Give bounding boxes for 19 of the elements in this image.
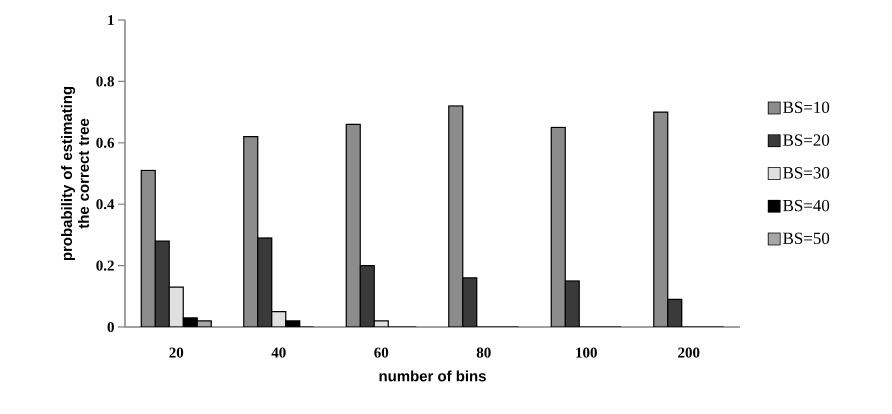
x-tick-label: 20 xyxy=(169,348,184,358)
x-tick-label: 100 xyxy=(576,348,597,358)
legend-label: BS=20 xyxy=(783,134,830,146)
x-axis-title: number of bins xyxy=(380,370,486,382)
x-tick-label: 60 xyxy=(374,348,388,358)
y-tick-label: 0.2 xyxy=(96,260,114,271)
y-tick-label: 0 xyxy=(108,322,114,332)
y-tick-label: 0.6 xyxy=(96,138,114,148)
y-tick-label: 0.4 xyxy=(96,199,114,210)
y-tick-label: 1 xyxy=(108,15,114,25)
legend-label: BS=40 xyxy=(783,200,830,212)
legend-label: BS=30 xyxy=(783,167,830,179)
y-axis-title: probability of estimating the correct tree xyxy=(61,86,89,260)
legend-label: BS=10 xyxy=(783,102,830,114)
x-tick-label: 80 xyxy=(476,348,491,358)
x-tick-label: 40 xyxy=(271,348,286,358)
y-tick-label: 0.8 xyxy=(96,76,114,86)
legend-label: BS=50 xyxy=(783,232,830,244)
x-tick-label: 200 xyxy=(678,348,700,358)
